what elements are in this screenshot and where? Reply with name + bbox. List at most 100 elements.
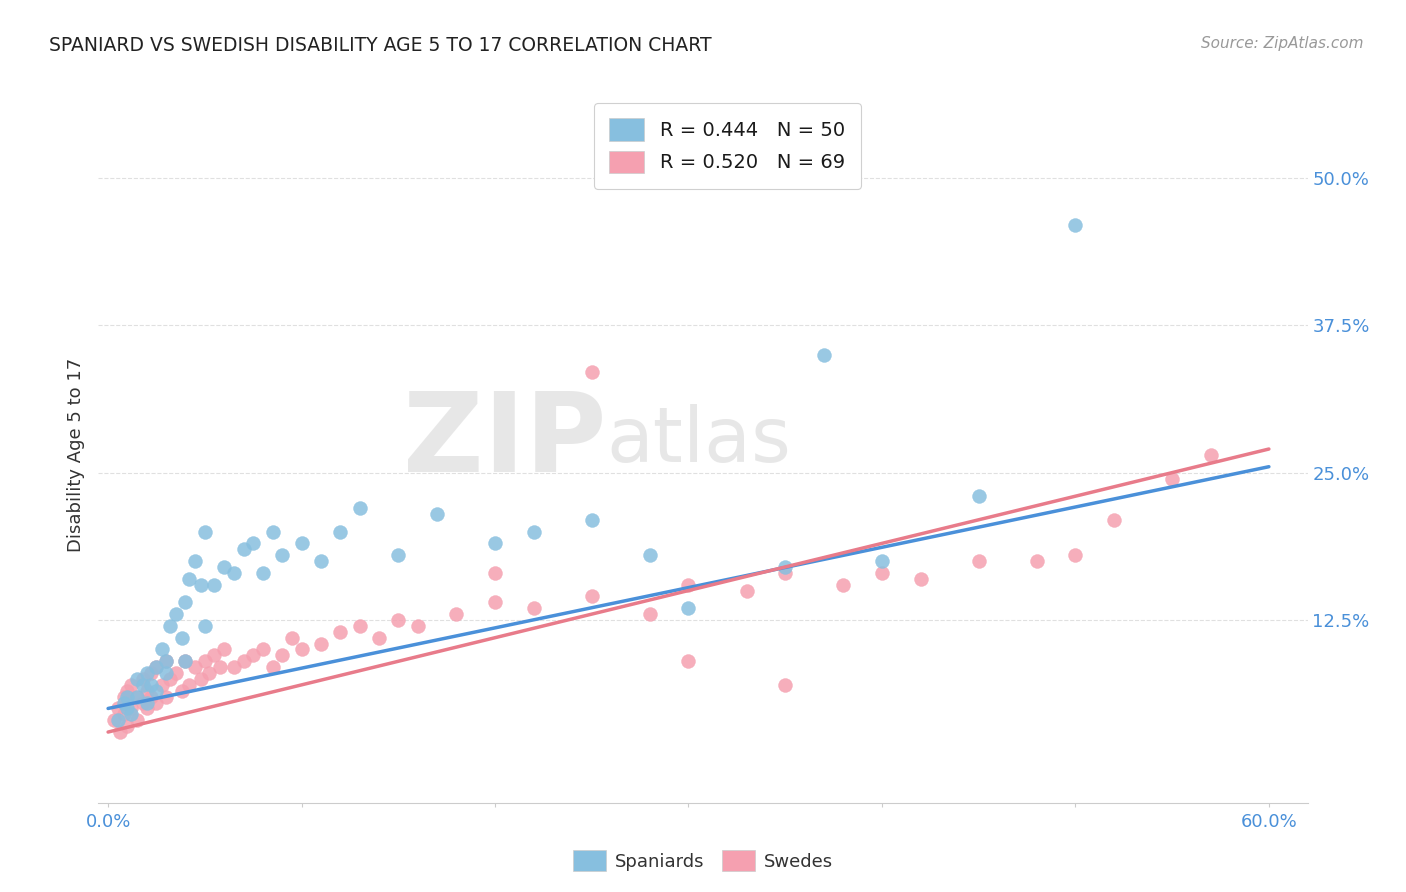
Point: [1025, 554, 1047, 568]
Point: [222, 566, 245, 580]
Point: [145, 660, 167, 674]
Point: [107, 701, 129, 715]
Point: [170, 631, 193, 645]
Point: [209, 660, 232, 674]
Point: [773, 566, 796, 580]
Point: [179, 678, 201, 692]
Legend: R = 0.444   N = 50, R = 0.520   N = 69: R = 0.444 N = 50, R = 0.520 N = 69: [593, 103, 860, 188]
Point: [212, 560, 235, 574]
Point: [190, 672, 212, 686]
Point: [194, 524, 217, 539]
Point: [484, 536, 506, 550]
Point: [139, 666, 162, 681]
Point: [1064, 218, 1087, 232]
Point: [813, 348, 835, 362]
Point: [127, 672, 149, 686]
Point: [117, 690, 139, 704]
Point: [190, 577, 212, 591]
Point: [127, 690, 149, 704]
Y-axis label: Disability Age 5 to 17: Disability Age 5 to 17: [66, 358, 84, 552]
Point: [204, 577, 226, 591]
Point: [1102, 513, 1125, 527]
Point: [426, 507, 449, 521]
Point: [194, 619, 217, 633]
Point: [194, 654, 217, 668]
Point: [120, 707, 142, 722]
Point: [290, 536, 312, 550]
Point: [155, 666, 177, 681]
Point: [309, 554, 332, 568]
Point: [174, 654, 197, 668]
Point: [135, 683, 157, 698]
Point: [112, 696, 135, 710]
Point: [581, 513, 603, 527]
Point: [262, 524, 284, 539]
Point: [112, 690, 135, 704]
Point: [309, 637, 332, 651]
Point: [117, 701, 139, 715]
Point: [678, 577, 700, 591]
Point: [242, 648, 264, 663]
Point: [349, 500, 371, 515]
Point: [107, 713, 129, 727]
Point: [135, 701, 157, 715]
Point: [290, 642, 312, 657]
Point: [204, 648, 226, 663]
Point: [127, 690, 149, 704]
Point: [581, 590, 603, 604]
Point: [135, 696, 157, 710]
Point: [638, 548, 661, 562]
Point: [117, 683, 139, 698]
Point: [127, 713, 149, 727]
Point: [773, 560, 796, 574]
Point: [387, 613, 409, 627]
Text: Source: ZipAtlas.com: Source: ZipAtlas.com: [1201, 36, 1364, 51]
Point: [484, 595, 506, 609]
Point: [1064, 548, 1087, 562]
Point: [271, 648, 294, 663]
Point: [139, 678, 162, 692]
Point: [155, 690, 177, 704]
Point: [523, 524, 546, 539]
Text: ZIP: ZIP: [404, 387, 606, 494]
Point: [165, 607, 187, 621]
Point: [232, 654, 254, 668]
Point: [329, 524, 352, 539]
Point: [103, 713, 125, 727]
Point: [155, 654, 177, 668]
Point: [145, 696, 167, 710]
Point: [174, 654, 197, 668]
Point: [120, 701, 142, 715]
Point: [170, 683, 193, 698]
Point: [150, 642, 173, 657]
Point: [145, 660, 167, 674]
Text: SPANIARD VS SWEDISH DISABILITY AGE 5 TO 17 CORRELATION CHART: SPANIARD VS SWEDISH DISABILITY AGE 5 TO …: [49, 36, 711, 54]
Point: [773, 678, 796, 692]
Point: [735, 583, 758, 598]
Legend: Spaniards, Swedes: Spaniards, Swedes: [565, 843, 841, 879]
Point: [271, 548, 294, 562]
Point: [179, 572, 201, 586]
Point: [150, 678, 173, 692]
Point: [155, 654, 177, 668]
Point: [406, 619, 429, 633]
Point: [262, 660, 284, 674]
Point: [870, 554, 893, 568]
Point: [222, 660, 245, 674]
Point: [446, 607, 468, 621]
Point: [135, 666, 157, 681]
Point: [329, 624, 352, 639]
Point: [484, 566, 506, 580]
Point: [870, 566, 893, 580]
Point: [678, 601, 700, 615]
Point: [159, 619, 181, 633]
Point: [832, 577, 855, 591]
Point: [232, 542, 254, 557]
Text: atlas: atlas: [606, 404, 792, 478]
Point: [145, 683, 167, 698]
Point: [184, 660, 207, 674]
Point: [387, 548, 409, 562]
Point: [252, 642, 274, 657]
Point: [1199, 448, 1222, 462]
Point: [678, 654, 700, 668]
